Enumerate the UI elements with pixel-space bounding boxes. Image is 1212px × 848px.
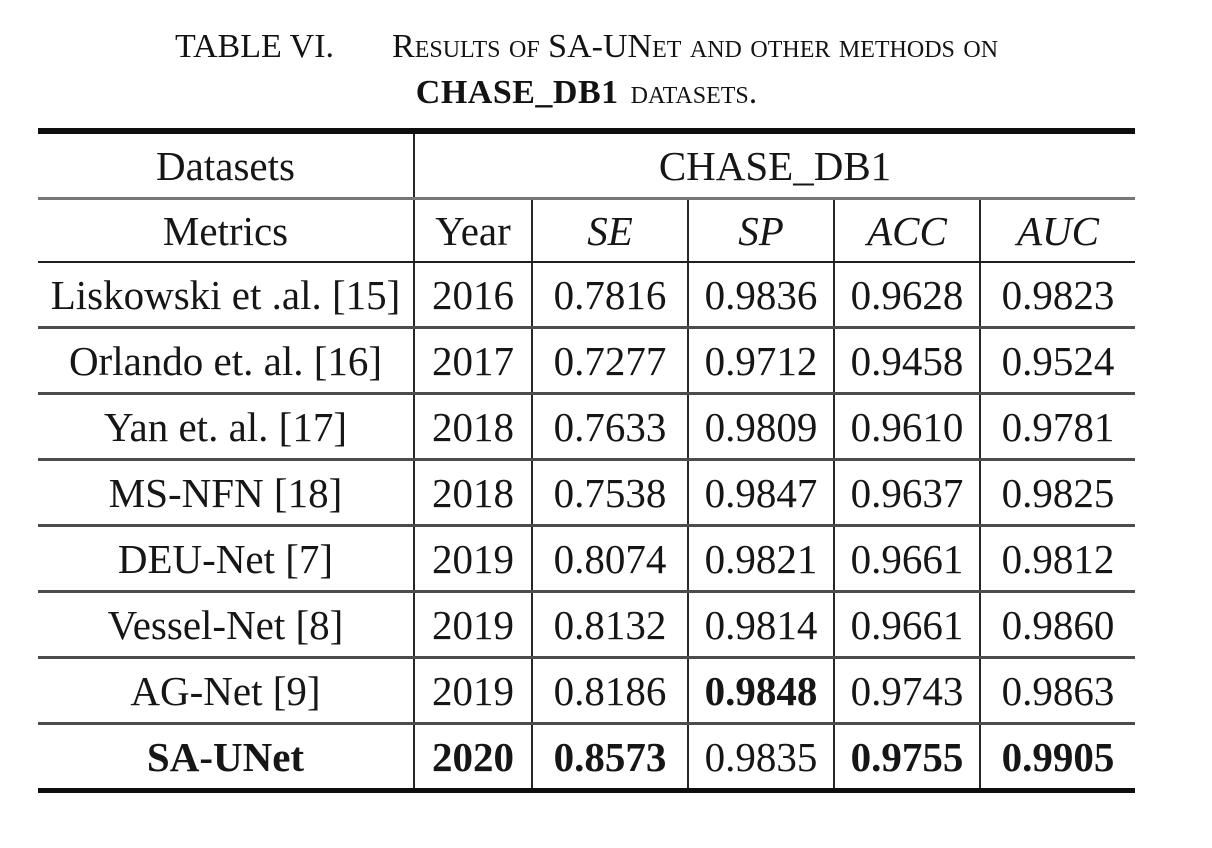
value-cell: 0.9809 (688, 393, 835, 461)
value-cell: 0.9458 (834, 327, 981, 395)
value-cell: 0.9610 (834, 393, 981, 461)
caption-text: Results of SA-UNet and other methods on (392, 28, 999, 65)
value-cell: 0.9812 (980, 525, 1136, 593)
value-cell: 0.9628 (834, 262, 981, 329)
value-cell: 0.9743 (834, 657, 981, 725)
method-cell: Liskowski et .al. [15] (38, 262, 415, 329)
value-cell: 0.8132 (532, 591, 689, 659)
value-cell: 0.7277 (532, 327, 689, 395)
auc-header-cell: AUC (980, 198, 1136, 263)
dataset-name-cell: CHASE_DB1 (414, 131, 1136, 200)
value-cell: 0.9661 (834, 591, 981, 659)
value-cell: 0.7816 (532, 262, 689, 329)
value-cell: 0.9860 (980, 591, 1136, 659)
value-cell: 2017 (414, 327, 533, 395)
value-cell: 2018 (414, 459, 533, 527)
value-cell: 2018 (414, 393, 533, 461)
table-row: AG-Net [9] 2019 0.8186 0.9848 0.9743 0.9863 (38, 657, 1136, 725)
table-rows: Datasets CHASE_DB1 Metrics Year SE SP AC… (38, 131, 1136, 791)
method-cell: Orlando et. al. [16] (38, 327, 415, 395)
sp-header-cell: SP (688, 198, 835, 263)
acc-header-cell: ACC (834, 198, 981, 263)
se-header-cell: SE (532, 198, 689, 263)
table-row: Vessel-Net [8] 2019 0.8132 0.9814 0.9661 0.98… (38, 591, 1136, 659)
value-cell: 0.9905 (1001, 733, 1115, 780)
method-cell: Yan et. al. [17] (38, 393, 415, 461)
value-cell: 0.9848 (688, 657, 835, 725)
value-cell: 0.9836 (688, 262, 835, 329)
table-row: Yan et. al. [17] 2018 0.7633 0.9809 0.9610 0.… (38, 393, 1136, 461)
table-row: MS-NFN [18] 2018 0.7538 0.9847 0.9637 0.9825 (38, 459, 1136, 527)
value-cell: 0.9661 (834, 525, 981, 593)
value-cell: 0.8186 (532, 657, 689, 725)
value-cell: 2019 (414, 525, 533, 593)
value-cell: 0.8573 (532, 723, 689, 791)
value-cell: 0.9821 (688, 525, 835, 593)
caption-line-1: TABLE VI. Results of SA-UNet and other me… (38, 26, 1135, 68)
method-cell: DEU-Net [7] (38, 525, 415, 593)
results-table: Datasets CHASE_DB1 Metrics Year SE SP AC… (38, 128, 1136, 793)
value-cell: 0.9835 (688, 723, 835, 791)
value-cell: 0.9814 (688, 591, 835, 659)
value-cell: 0.9524 (980, 327, 1136, 395)
value-cell: 0.9825 (980, 459, 1136, 527)
table-number: TABLE VI. (174, 28, 335, 65)
value-cell: 2016 (414, 262, 533, 329)
table-row: Liskowski et .al. [15] 2016 0.7816 0.9836 0.… (38, 262, 1136, 329)
header-row-metrics: Metrics Year SE SP ACC AUC (38, 198, 1136, 263)
caption-line-2: CHASE_DB1 datasets. (38, 72, 1135, 114)
year-header-cell: Year (414, 198, 533, 263)
table-row: DEU-Net [7] 2019 0.8074 0.9821 0.9661 0.9812 (38, 525, 1136, 593)
method-cell: SA-UNet (38, 723, 415, 791)
value-cell: 0.9863 (980, 657, 1136, 725)
method-cell: AG-Net [9] (38, 657, 415, 725)
value-cell: 0.9847 (688, 459, 835, 527)
caption-text-end: datasets. (630, 74, 758, 111)
metrics-header-cell: Metrics (38, 198, 415, 263)
value-cell: 0.7633 (532, 393, 689, 461)
table-row: Orlando et. al. [16] 2017 0.7277 0.9712 0.94… (38, 327, 1136, 395)
value-cell: 2019 (414, 657, 533, 725)
value-cell: 0.9823 (980, 262, 1136, 329)
value-cell: 2019 (414, 591, 533, 659)
header-row-datasets: Datasets CHASE_DB1 (38, 131, 1136, 200)
value-cell: 0.9637 (834, 459, 981, 527)
value-cell: 2020 (414, 723, 533, 791)
method-cell: MS-NFN [18] (38, 459, 415, 527)
value-cell: 0.9712 (688, 327, 835, 395)
value-cell: 0.9781 (980, 393, 1136, 461)
table-row: SA-UNet 2020 0.8573 0.9835 0.9755 0.9905 (38, 723, 1135, 791)
method-cell: Vessel-Net [8] (38, 591, 415, 659)
datasets-header-cell: Datasets (38, 131, 415, 200)
caption-dataset-name: CHASE_DB1 (415, 74, 619, 111)
value-cell: 0.7538 (532, 459, 689, 527)
value-cell: 0.9755 (834, 723, 981, 791)
table-caption: TABLE VI. Results of SA-UNet and other me… (38, 26, 1135, 114)
value-cell: 0.8074 (532, 525, 689, 593)
